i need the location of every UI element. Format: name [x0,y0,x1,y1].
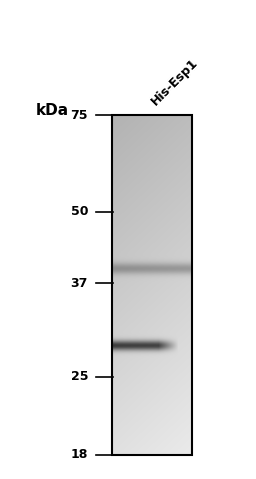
Text: His-Esp1: His-Esp1 [149,56,201,108]
Text: 75: 75 [70,109,88,122]
Text: 18: 18 [71,448,88,461]
Text: 50: 50 [70,205,88,218]
Bar [112,115,192,455]
Text: kDa: kDa [35,103,69,118]
Text: 25: 25 [70,370,88,383]
Text: 37: 37 [71,277,88,290]
